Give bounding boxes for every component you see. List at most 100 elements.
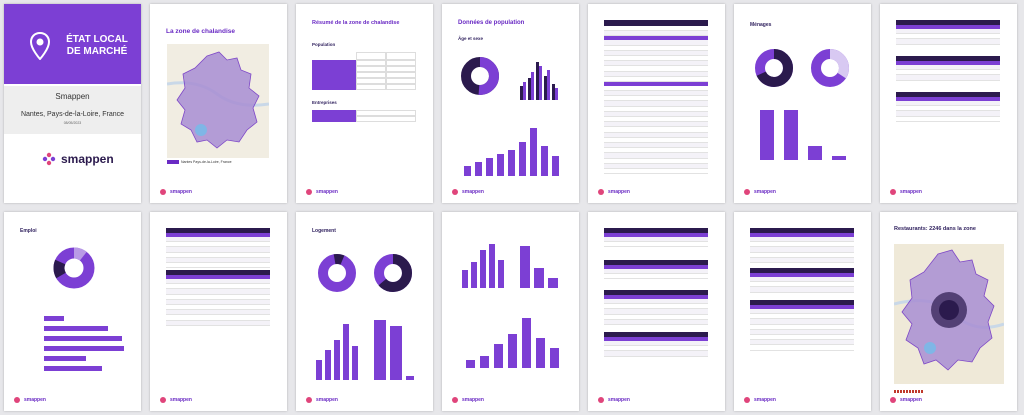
activite-table [166, 228, 270, 269]
cover-title: ÉTAT LOCAL DE MARCHÉ [66, 34, 128, 57]
footer: smappen [452, 187, 569, 197]
page-residence-tables: smappen [734, 212, 871, 411]
residence-chart-2 [516, 242, 566, 288]
menages-table-2 [896, 56, 1000, 81]
summary-entreprises-heading: Entreprises [312, 100, 337, 105]
logement-bar-chart-1 [314, 316, 362, 380]
footer: smappen [744, 395, 861, 405]
page-emploi-tables: smappen [150, 212, 287, 411]
logement-bar-chart-2 [370, 316, 418, 380]
footer: smappen [160, 395, 277, 405]
page-menages-tables: smappen [880, 4, 1017, 203]
footer: smappen [306, 395, 423, 405]
footer-brand: smappen [754, 397, 776, 403]
footer: smappen [744, 187, 861, 197]
cover-date: 08/05/2023 [63, 121, 82, 125]
type-logement-table [604, 260, 708, 280]
footer: smappen [890, 187, 1007, 197]
location-pin-icon [30, 32, 50, 60]
page-summary: Résumé de la zone de chalandise Populati… [296, 4, 433, 203]
restaurants-title: Restaurants: 2246 dans la zone [894, 226, 976, 232]
footer-brand: smappen [608, 397, 630, 403]
footer-logo-icon [14, 397, 20, 403]
page-emploi: Emploi smappen [4, 212, 141, 411]
cover-location: Nantes, Pays-de-la-Loire, France [20, 111, 125, 118]
repartition-table [604, 228, 708, 248]
logement-donut-1 [318, 254, 356, 292]
restaurants-legend-marker [894, 390, 924, 393]
cover-brand: Smappen [55, 92, 90, 101]
menages-bar-chart [754, 104, 854, 160]
residence-chart-3 [460, 312, 564, 368]
residence-table-1 [750, 228, 854, 263]
menages-donut-2 [811, 49, 849, 87]
restaurants-map [894, 244, 1004, 384]
population-subtitle: Âge et sexe [458, 36, 484, 41]
residence-chart-1 [460, 242, 510, 288]
footer-logo-icon [452, 397, 458, 403]
summary-entreprises-table [312, 110, 416, 122]
footer-logo-icon [160, 397, 166, 403]
footer-brand: smappen [316, 397, 338, 403]
emploi-donut [53, 247, 95, 289]
menages-title: Ménages [750, 22, 772, 28]
page-menages: Ménages smappen [734, 4, 871, 203]
menages-table-3 [896, 92, 1000, 122]
footer-logo-icon [306, 189, 312, 195]
cover-logo-text: smappen [61, 152, 114, 166]
footer: smappen [598, 395, 715, 405]
residence-table-2 [750, 268, 854, 293]
cover-header: ÉTAT LOCAL DE MARCHÉ [4, 4, 141, 84]
footer-brand: smappen [608, 189, 630, 195]
page-restaurants: Restaurants: 2246 dans la zone smappen [880, 212, 1017, 411]
footer-brand: smappen [900, 189, 922, 195]
footer-logo-icon [598, 397, 604, 403]
cover-info: Smappen Nantes, Pays-de-la-Loire, France… [4, 86, 141, 134]
population-title: Données de population [458, 20, 525, 26]
footer-logo-icon [160, 189, 166, 195]
categories-table [166, 270, 270, 326]
footer: smappen [598, 187, 715, 197]
footer-logo-icon [744, 189, 750, 195]
footer-logo-icon [890, 189, 896, 195]
population-age-chart [460, 124, 564, 176]
residence-table-3 [750, 300, 854, 351]
footer: smappen [890, 395, 1007, 405]
smappen-logo-icon [42, 152, 56, 166]
page-logement: Logement smappen [296, 212, 433, 411]
footer-brand: smappen [462, 189, 484, 195]
footer-brand: smappen [316, 189, 338, 195]
zone-title: La zone de chalandise [166, 28, 235, 35]
footer: smappen [160, 187, 277, 197]
footer-logo-icon [598, 189, 604, 195]
population-donut [461, 57, 499, 95]
cover-page: ÉTAT LOCAL DE MARCHÉ Smappen Nantes, Pay… [4, 4, 141, 203]
logement-title: Logement [312, 228, 336, 234]
page-zone: La zone de chalandise Nantes Pays-de-la-… [150, 4, 287, 203]
footer-brand: smappen [754, 189, 776, 195]
page-population-tables: smappen [588, 4, 725, 203]
pieces-table [604, 290, 708, 325]
footer-logo-icon [890, 397, 896, 403]
menages-table-1 [896, 20, 1000, 45]
age-table [604, 20, 708, 175]
footer: smappen [306, 187, 423, 197]
footer-logo-icon [306, 397, 312, 403]
proprietaires-table [604, 332, 708, 357]
cover-logo: smappen [42, 152, 114, 166]
page-logement-tables: smappen [588, 212, 725, 411]
footer: smappen [14, 395, 131, 405]
zone-map [167, 44, 269, 158]
footer-logo-icon [452, 189, 458, 195]
logement-donut-2 [374, 254, 412, 292]
footer: smappen [452, 395, 569, 405]
footer-brand: smappen [24, 397, 46, 403]
zone-caption: Nantes Pays-de-la-Loire, France [167, 160, 232, 164]
emploi-bar-chart [44, 312, 128, 378]
emploi-title: Emploi [20, 228, 37, 234]
population-pyramid [516, 54, 564, 100]
footer-brand: smappen [900, 397, 922, 403]
footer-brand: smappen [462, 397, 484, 403]
menages-donut-1 [755, 49, 793, 87]
footer-logo-icon [744, 397, 750, 403]
